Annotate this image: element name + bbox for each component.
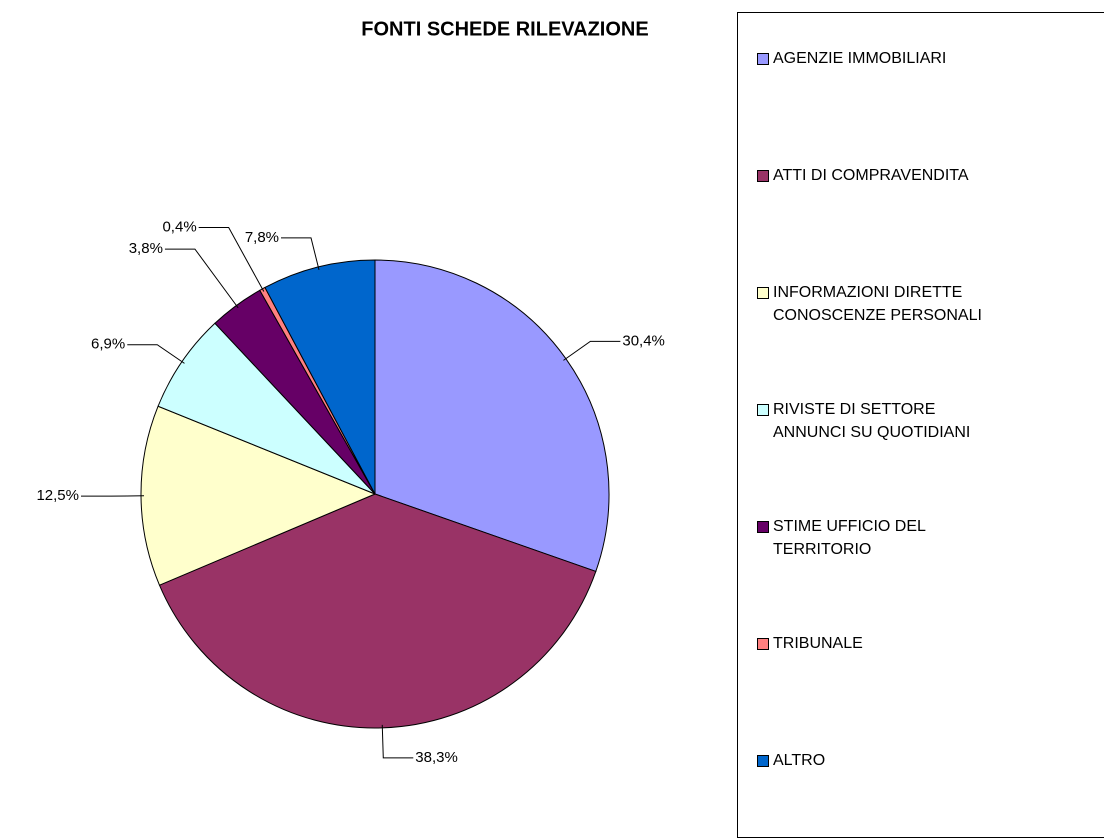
leader-line: [281, 237, 320, 271]
legend-label: RIVISTE DI SETTORE ANNUNCI SU QUOTIDIANI: [773, 401, 971, 441]
chart: FONTI SCHEDE RILEVAZIONE 30,4% 38,3% 12,5%…: [36, 18, 665, 766]
legend-item: INFORMAZIONI DIRETTE CONOSCENZE PERSONAL…: [757, 281, 982, 327]
legend-label: INFORMAZIONI DIRETTE CONOSCENZE PERSONAL…: [773, 284, 982, 324]
legend-swatch: [757, 404, 769, 416]
legend-item: ALTRO: [757, 749, 825, 772]
legend: AGENZIE IMMOBILIARI ATTI DI COMPRAVENDITA…: [737, 12, 1104, 838]
legend-swatch: [757, 287, 769, 299]
legend-swatch: [757, 170, 769, 182]
legend-swatch: [757, 755, 769, 767]
legend-label: TRIBUNALE: [773, 635, 863, 652]
chart-title: FONTI SCHEDE RILEVAZIONE: [361, 18, 648, 40]
data-label: 0,4%: [162, 218, 196, 235]
legend-swatch: [757, 638, 769, 650]
legend-swatch: [757, 521, 769, 533]
legend-item: TRIBUNALE: [757, 632, 863, 655]
leader-line: [381, 724, 414, 759]
legend-label: AGENZIE IMMOBILIARI: [773, 50, 947, 67]
data-label: 30,4%: [622, 332, 665, 349]
leader-line: [127, 344, 185, 364]
data-label: 12,5%: [36, 487, 79, 504]
leader-line: [198, 227, 265, 292]
legend-label: STIME UFFICIO DEL TERRITORIO: [773, 518, 926, 558]
legend-item: AGENZIE IMMOBILIARI: [757, 47, 946, 70]
legend-item: RIVISTE DI SETTORE ANNUNCI SU QUOTIDIANI: [757, 398, 970, 444]
leader-line: [164, 248, 239, 309]
legend-label: ATTI DI COMPRAVENDITA: [773, 167, 969, 184]
data-label: 38,3%: [415, 749, 458, 766]
data-label: 7,8%: [245, 229, 279, 246]
leader-line: [563, 340, 621, 361]
legend-swatch: [757, 53, 769, 65]
legend-item: STIME UFFICIO DEL TERRITORIO: [757, 515, 926, 561]
legend-label: ALTRO: [773, 752, 826, 769]
data-label: 3,8%: [129, 240, 163, 257]
legend-item: ATTI DI COMPRAVENDITA: [757, 164, 969, 187]
data-label: 6,9%: [91, 336, 125, 353]
